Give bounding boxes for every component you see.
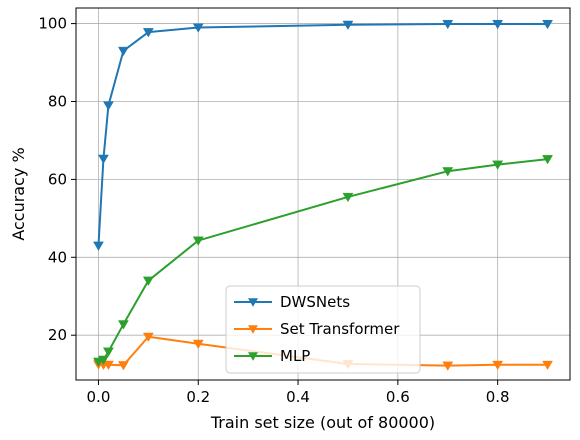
- data-point-marker: [492, 19, 504, 30]
- legend-item: DWSNets: [234, 293, 350, 311]
- x-tick-label: 0.6: [386, 388, 410, 406]
- series-line: [97, 22, 548, 246]
- legend-item: Set Transformer: [234, 320, 400, 338]
- x-tick-label: 0.2: [186, 388, 210, 406]
- y-tick-label: 20: [48, 326, 67, 344]
- series-line: [98, 158, 548, 363]
- data-point-marker: [142, 332, 154, 343]
- x-tick-label: 0.0: [87, 388, 111, 406]
- x-axis-ticks: 0.0 0.2 0.4 0.6 0.8: [87, 380, 510, 406]
- data-point-marker: [342, 192, 354, 203]
- x-tick-label: 0.4: [286, 388, 310, 406]
- legend-label: Set Transformer: [280, 320, 400, 338]
- data-point-marker: [442, 167, 454, 177]
- data-point-marker: [442, 361, 454, 371]
- data-point-marker: [117, 46, 129, 57]
- legend-box: [225, 285, 421, 374]
- data-point-marker: [93, 241, 104, 251]
- legend: DWSNets Set Transformer MLP: [225, 285, 421, 374]
- data-point-marker: [117, 320, 129, 330]
- series-dwsnets: [93, 19, 553, 251]
- data-point-marker: [542, 155, 553, 165]
- y-tick-label: 100: [38, 15, 67, 33]
- y-tick-label: 80: [48, 92, 67, 110]
- series-mlp: [93, 155, 553, 367]
- y-axis-label: Accuracy %: [9, 147, 28, 240]
- data-point-marker: [142, 28, 154, 38]
- legend-label: DWSNets: [280, 293, 350, 311]
- data-point-marker: [192, 23, 204, 33]
- legend-label: MLP: [280, 347, 310, 365]
- data-point-marker: [542, 360, 553, 371]
- data-point-marker: [542, 19, 553, 30]
- data-point-marker: [342, 20, 354, 30]
- data-point-marker: [102, 347, 114, 357]
- data-point-marker: [442, 19, 454, 30]
- data-point-marker: [102, 101, 114, 111]
- series-lines: [93, 19, 553, 371]
- data-point-marker: [98, 154, 109, 164]
- y-tick-label: 40: [48, 248, 67, 266]
- data-point-marker: [117, 361, 129, 371]
- data-point-marker: [492, 360, 504, 371]
- data-point-marker: [192, 339, 204, 350]
- legend-item: MLP: [234, 347, 310, 365]
- y-axis-ticks: 20 40 60 80 100: [38, 15, 76, 344]
- plot-frame: [75, 7, 571, 381]
- x-tick-label: 0.8: [486, 388, 510, 406]
- y-tick-label: 60: [48, 170, 67, 188]
- data-point-marker: [142, 276, 154, 286]
- x-axis-label: Train set size (out of 80000): [210, 413, 435, 432]
- data-point-marker: [102, 360, 114, 371]
- legend-marker: [248, 298, 258, 307]
- data-point-marker: [192, 236, 204, 246]
- legend-marker: [248, 325, 258, 334]
- data-point-marker: [492, 160, 504, 170]
- data-point-marker: [98, 355, 109, 365]
- legend-marker: [248, 352, 258, 361]
